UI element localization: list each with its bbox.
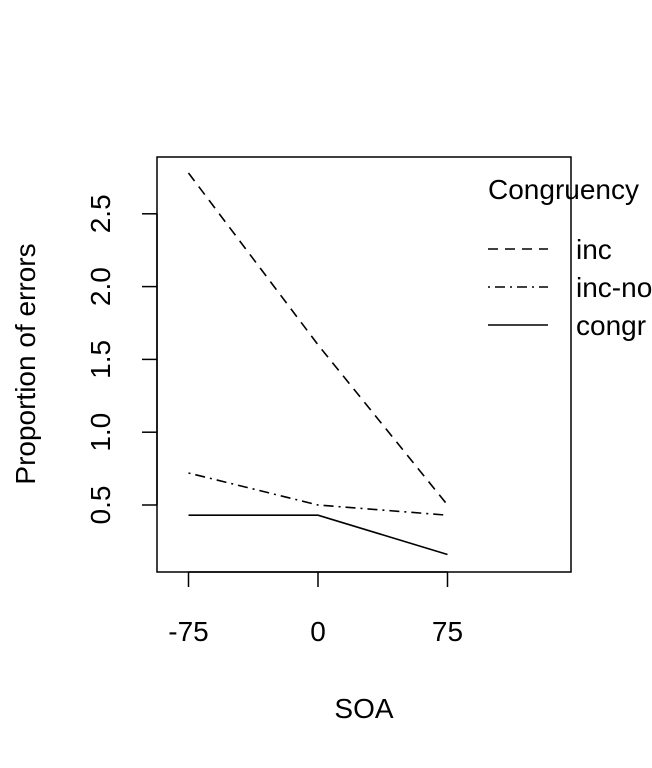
y-axis-label: Proportion of errors (10, 243, 41, 484)
series-layer (187, 172, 449, 556)
legend-label-inc: inc (576, 234, 612, 265)
y-tick-label: 1.0 (85, 413, 116, 452)
x-axis-label: SOA (334, 693, 393, 724)
legend-title: Congruency (488, 174, 639, 205)
y-axis: 0.5 1.0 1.5 2.0 2.5 (85, 194, 158, 525)
x-axis: -75 0 75 (168, 571, 463, 647)
legend-label-inc-no: inc-no (576, 272, 652, 303)
series-line-inc-no (188, 472, 448, 516)
legend-label-congr: congr (576, 310, 646, 341)
plot-frame (156, 156, 572, 573)
y-tick-label: 1.5 (85, 340, 116, 379)
x-tick-label: -75 (168, 616, 208, 647)
y-tick-label: 0.5 (85, 486, 116, 525)
x-tick-label: 75 (432, 616, 463, 647)
series-line-inc (187, 172, 449, 506)
legend: Congruency inc inc-no congr (488, 174, 652, 341)
y-tick-label: 2.0 (85, 267, 116, 306)
x-tick-label: 0 (310, 616, 326, 647)
y-tick-label: 2.5 (85, 194, 116, 233)
series-line-congr (188, 514, 448, 556)
